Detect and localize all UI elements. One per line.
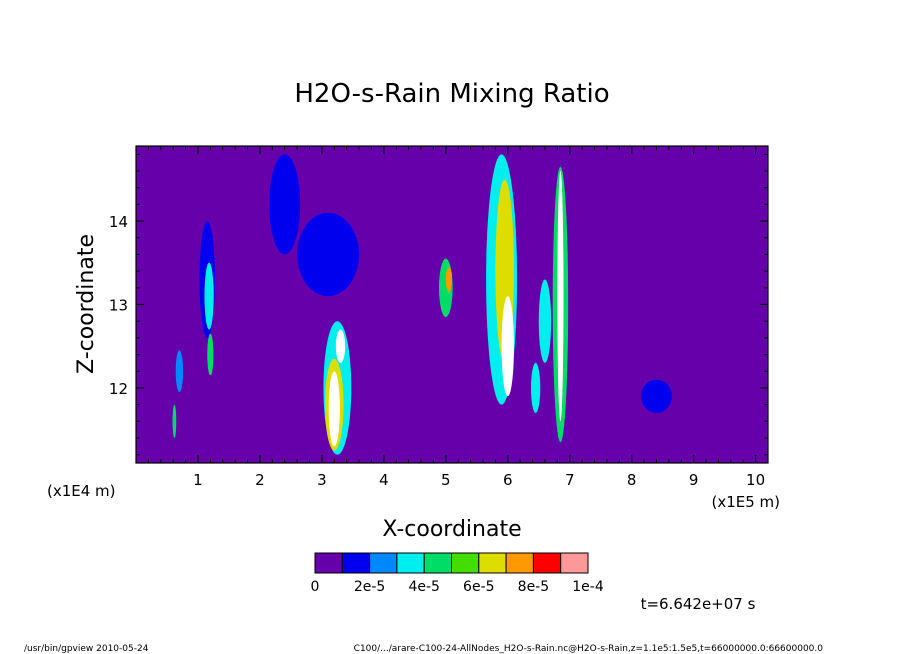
colorbar-tick-label: 8e-5 [518,579,549,595]
rain-feature-5 [269,154,301,255]
x-tick-label: 6 [503,471,513,489]
colorbar-swatch [451,552,480,574]
colorbar-swatch [314,552,343,574]
x-tick-label: 5 [441,471,451,489]
rain-features [172,154,672,455]
rain-feature-19 [531,362,541,413]
colorbar-swatch [505,552,534,574]
colorbar-swatch [341,552,371,574]
colorbar-swatch [369,552,398,574]
colorbar-swatch [532,552,562,574]
y-tick-label: 14 [109,213,128,231]
rain-feature-18 [557,171,564,422]
y-tick-label: 12 [109,380,128,398]
x-tick-label: 2 [255,471,265,489]
rain-feature-0 [175,350,184,393]
rain-feature-4 [207,333,214,376]
rain-feature-9 [328,371,340,447]
x-tick-label: 8 [627,471,637,489]
colorbar-tick-labels: 0 2e-5 4e-5 6e-5 8e-5 1e-4 [311,579,604,595]
colorbar-tick-label: 4e-5 [408,579,439,595]
footer-left: /usr/bin/gpview 2010-05-24 [24,644,149,654]
rain-feature-3 [204,262,214,330]
footer-right: C100/.../arare-C100-24-AllNodes_H2O-s-Ra… [354,644,824,654]
rain-feature-20 [640,379,672,413]
x-tick-label: 10 [746,471,765,489]
rain-feature-10 [335,329,346,363]
y-scale-note: (x1E4 m) [47,482,116,500]
colorbar-swatch [423,552,453,574]
x-tick-label: 9 [689,471,699,489]
rain-feature-6 [297,212,360,297]
x-tick-label: 3 [317,471,327,489]
y-tick-label: 13 [109,297,128,315]
y-axis-ticks: 12 13 14 [109,153,768,456]
rain-feature-16 [538,279,552,363]
colorbar-swatch [560,552,589,574]
time-label: t=6.642e+07 s [641,595,756,613]
colorbar-swatch [478,552,507,574]
y-axis-label: Z-coordinate [74,234,99,374]
x-tick-label: 4 [379,471,389,489]
x-axis-ticks: 1 2 3 4 5 6 7 8 9 10 [147,146,769,489]
x-scale-note: (x1E5 m) [711,493,780,511]
colorbar-tick-label: 1e-4 [572,579,604,595]
plot-background [136,146,768,463]
colorbar-swatch [396,552,425,574]
rain-feature-1 [172,404,177,438]
x-tick-label: 1 [193,471,203,489]
colorbar-tick-label: 6e-5 [463,579,494,595]
rain-feature-15 [501,296,514,397]
colorbar-tick-label: 2e-5 [354,579,385,595]
chart-title: H2O-s-Rain Mixing Ratio [294,79,609,109]
colorbar [314,552,589,574]
x-axis-label: X-coordinate [382,517,521,542]
x-tick-label: 7 [565,471,575,489]
rain-feature-12 [445,266,452,292]
colorbar-tick-label: 0 [311,579,320,595]
